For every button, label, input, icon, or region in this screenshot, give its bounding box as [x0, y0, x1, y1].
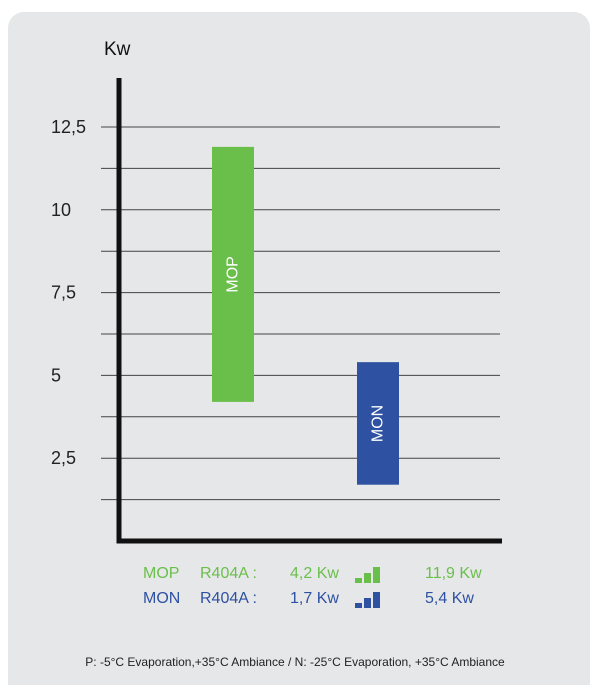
- capacity-rising-icon: [355, 567, 381, 583]
- legend-refrigerant: R404A :: [200, 590, 257, 607]
- y-tick-labels: 2,5 5 7,5 10 12,5: [51, 117, 86, 468]
- capacity-rising-icon: [355, 592, 381, 608]
- legend-series-name: MOP: [143, 565, 180, 582]
- y-tick-label: 2,5: [51, 448, 76, 468]
- bars: MOP MON: [212, 146, 399, 485]
- legend-row-mop: MOP R404A : 4,2 Kw 11,9 Kw: [0, 565, 590, 587]
- bar-mon: [357, 362, 399, 485]
- footnote: P: -5°C Evaporation,+35°C Ambiance / N: …: [85, 655, 505, 669]
- y-tick-label: 12,5: [51, 117, 86, 137]
- bar-mop: [212, 146, 254, 402]
- legend-series-name: MON: [143, 590, 181, 607]
- y-tick-label: 7,5: [51, 283, 76, 303]
- chart-card: [8, 12, 590, 685]
- legend-min-value: 4,2 Kw: [290, 565, 339, 582]
- y-tick-label: 5: [51, 365, 61, 385]
- y-tick-label: 10: [51, 200, 71, 220]
- legend-min-value: 1,7 Kw: [290, 590, 339, 607]
- y-axis-label: Kw: [104, 39, 131, 60]
- legend-row-mon: MON R404A : 1,7 Kw 5,4 Kw: [0, 590, 590, 612]
- bar-label: MON: [370, 405, 387, 442]
- legend-max-value: 5,4 Kw: [425, 590, 474, 607]
- legend-refrigerant: R404A :: [200, 565, 257, 582]
- gridlines: [101, 126, 500, 501]
- legend-max-value: 11,9 Kw: [425, 565, 482, 582]
- bar-label: MOP: [225, 256, 242, 292]
